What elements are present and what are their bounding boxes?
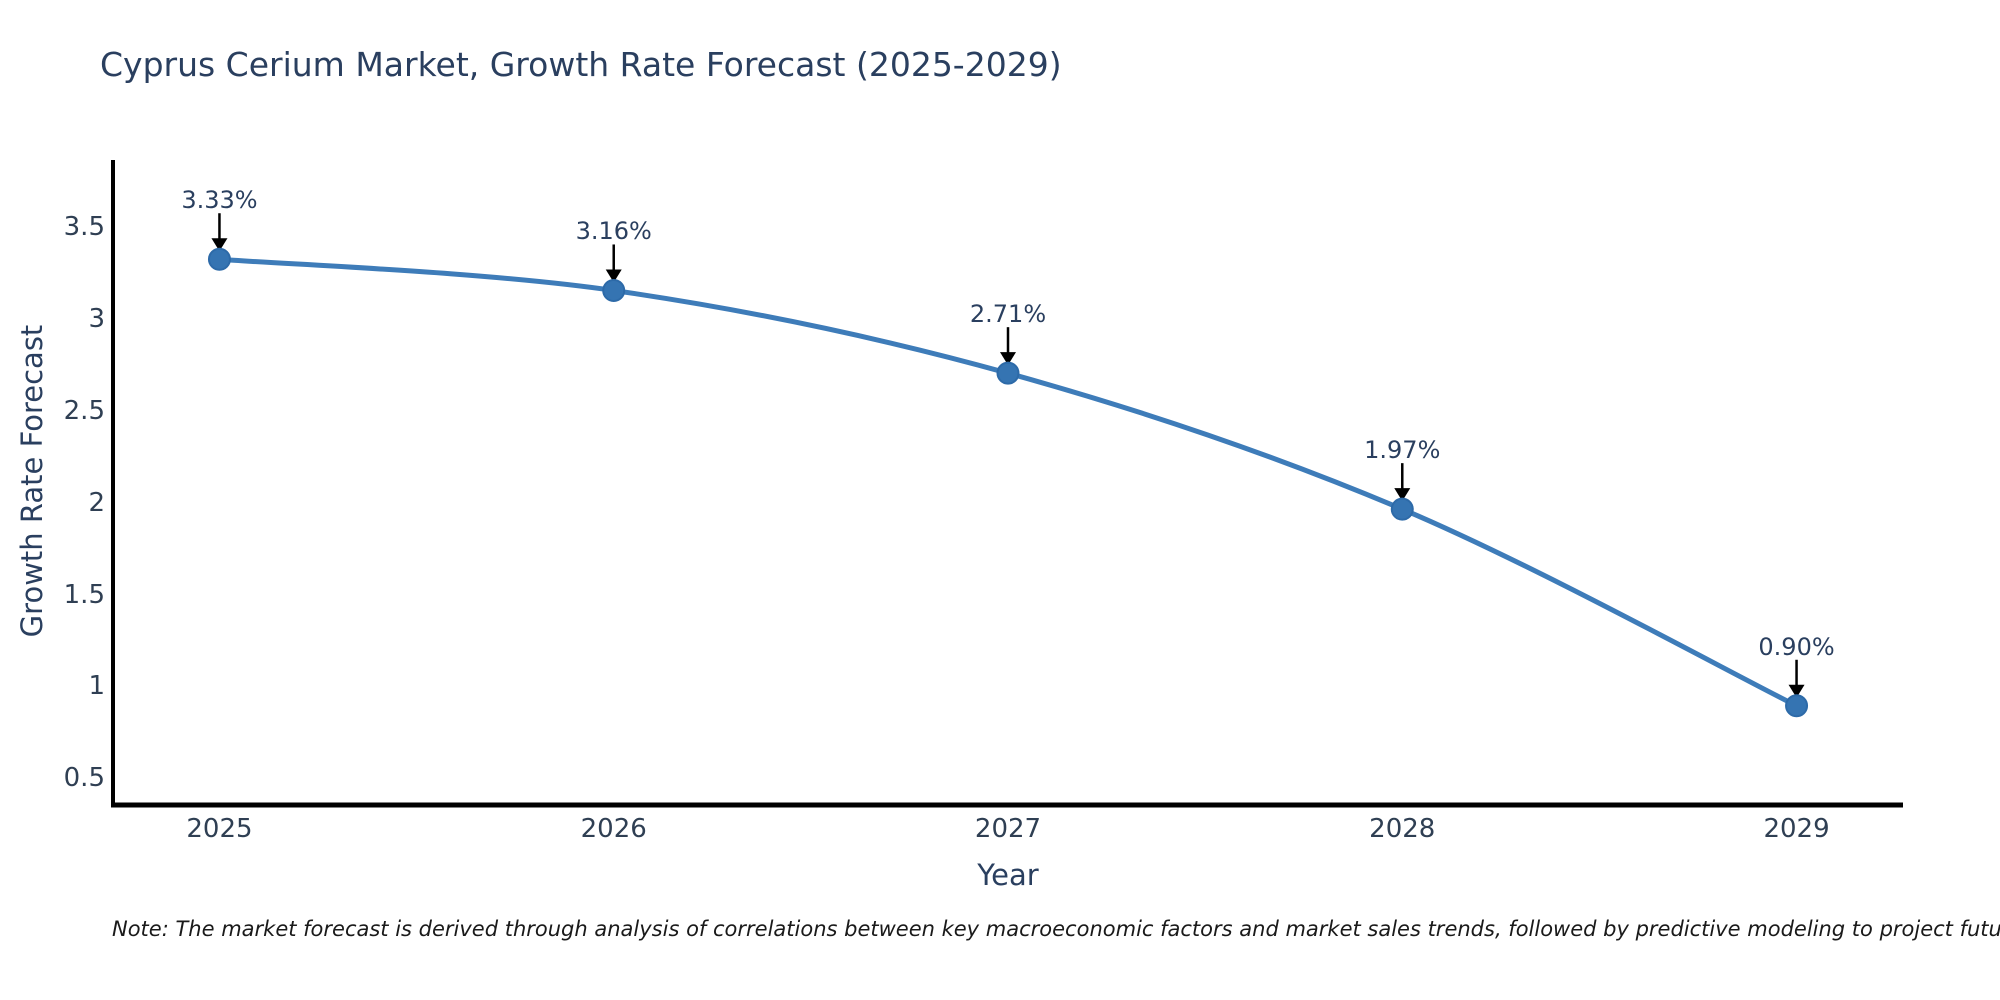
chart-title: Cyprus Cerium Market, Growth Rate Foreca… (100, 45, 1062, 84)
x-tick-label: 2025 (186, 814, 253, 844)
data-point-marker (207, 247, 231, 271)
x-tick-label: 2029 (1763, 814, 1830, 844)
data-point-label: 1.97% (1364, 436, 1441, 465)
footnote-text: Note: The market forecast is derived thr… (112, 917, 2000, 941)
y-tick-label: 2 (88, 487, 105, 518)
annotation-arrowhead-icon (211, 238, 228, 252)
data-point-label: 3.16% (575, 217, 652, 246)
y-tick-label: 3.5 (63, 211, 105, 242)
y-tick-label: 1 (88, 671, 105, 702)
data-point-label: 0.90% (1758, 632, 1835, 661)
y-tick-label: 3 (88, 303, 105, 334)
y-axis-title: Growth Rate Forecast (15, 324, 49, 638)
x-tick-label: 2026 (580, 814, 647, 844)
x-tick-label: 2028 (1369, 814, 1436, 844)
data-point-label: 2.71% (969, 300, 1047, 329)
y-tick-label: 2.5 (63, 395, 105, 426)
x-axis-title: Year (977, 858, 1039, 892)
annotation-arrowhead-icon (605, 269, 622, 283)
data-point-marker (1390, 497, 1414, 521)
y-tick-label: 0.5 (63, 763, 105, 794)
annotation-arrowhead-icon (1394, 488, 1411, 502)
data-point-marker (1785, 694, 1809, 718)
annotation-arrowhead-icon (1000, 352, 1016, 366)
y-tick-label: 1.5 (63, 579, 105, 610)
data-point-label: 3.33% (181, 186, 258, 215)
data-point-marker (602, 278, 626, 302)
x-tick-label: 2027 (974, 814, 1042, 844)
data-point-marker (996, 361, 1020, 385)
annotation-arrowhead-icon (1788, 684, 1805, 698)
